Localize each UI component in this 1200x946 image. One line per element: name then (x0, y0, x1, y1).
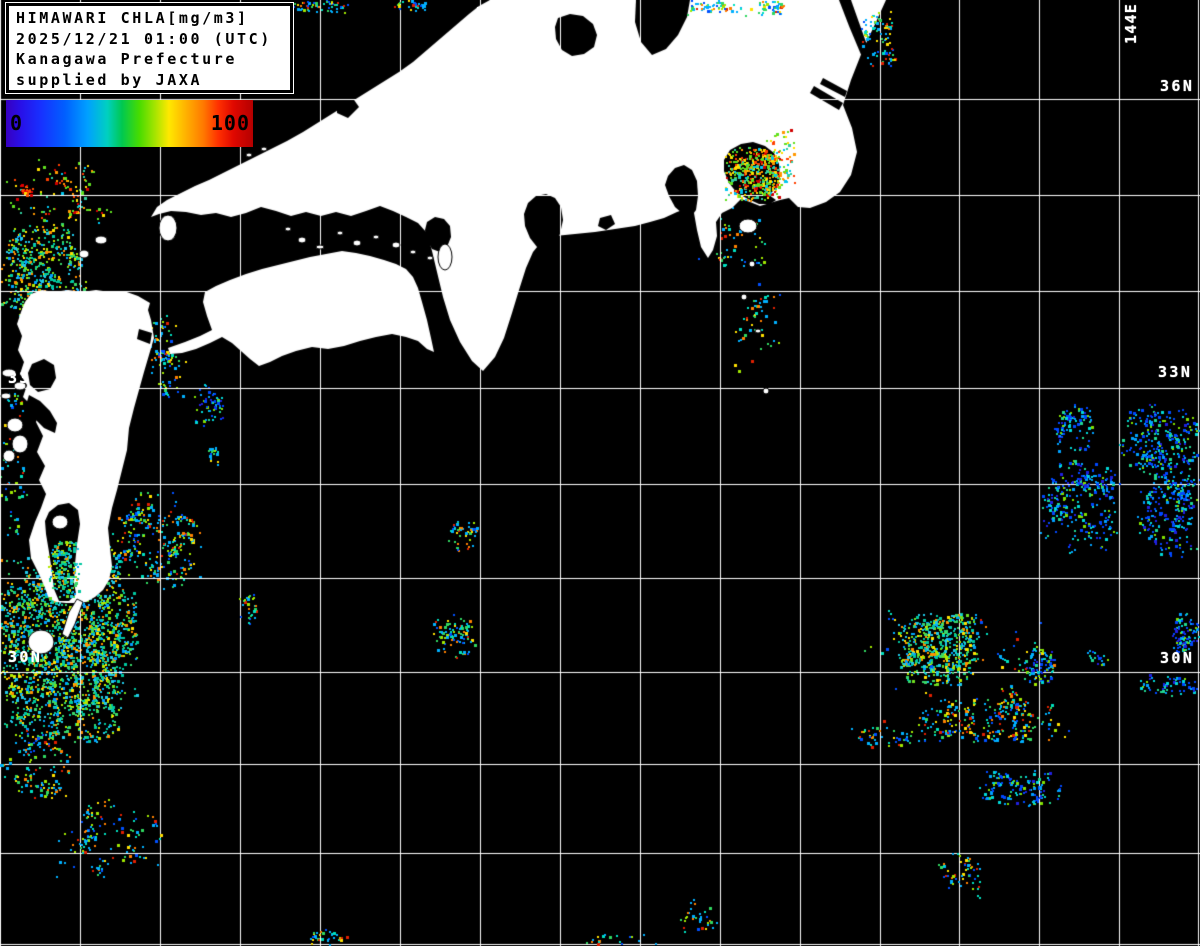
lat-label-33: 33 (8, 369, 31, 387)
title-timestamp: 2025/12/21 01:00 (UTC) (16, 29, 272, 48)
title-product: HIMAWARI CHLA[mg/m3] (16, 9, 249, 27)
title-source: supplied by JAXA (16, 70, 203, 89)
title-box: HIMAWARI CHLA[mg/m3] 2025/12/21 01:00 (U… (5, 2, 294, 94)
colorbar-max-label: 100 (210, 111, 250, 135)
lat-label-30n: 30N (1160, 649, 1195, 667)
lat-label-33n: 33N (1158, 363, 1193, 381)
lat-label-36n: 36N (1160, 77, 1195, 95)
colorbar: 0 100 (6, 100, 253, 147)
title-region: Kanagawa Prefecture (16, 50, 237, 68)
lat-label-30n: 30N (8, 648, 43, 666)
colorbar-min-label: 0 (10, 111, 24, 135)
lon-label-136e: 136E (474, 5, 492, 46)
lon-label-144e: 144E (1122, 3, 1140, 44)
